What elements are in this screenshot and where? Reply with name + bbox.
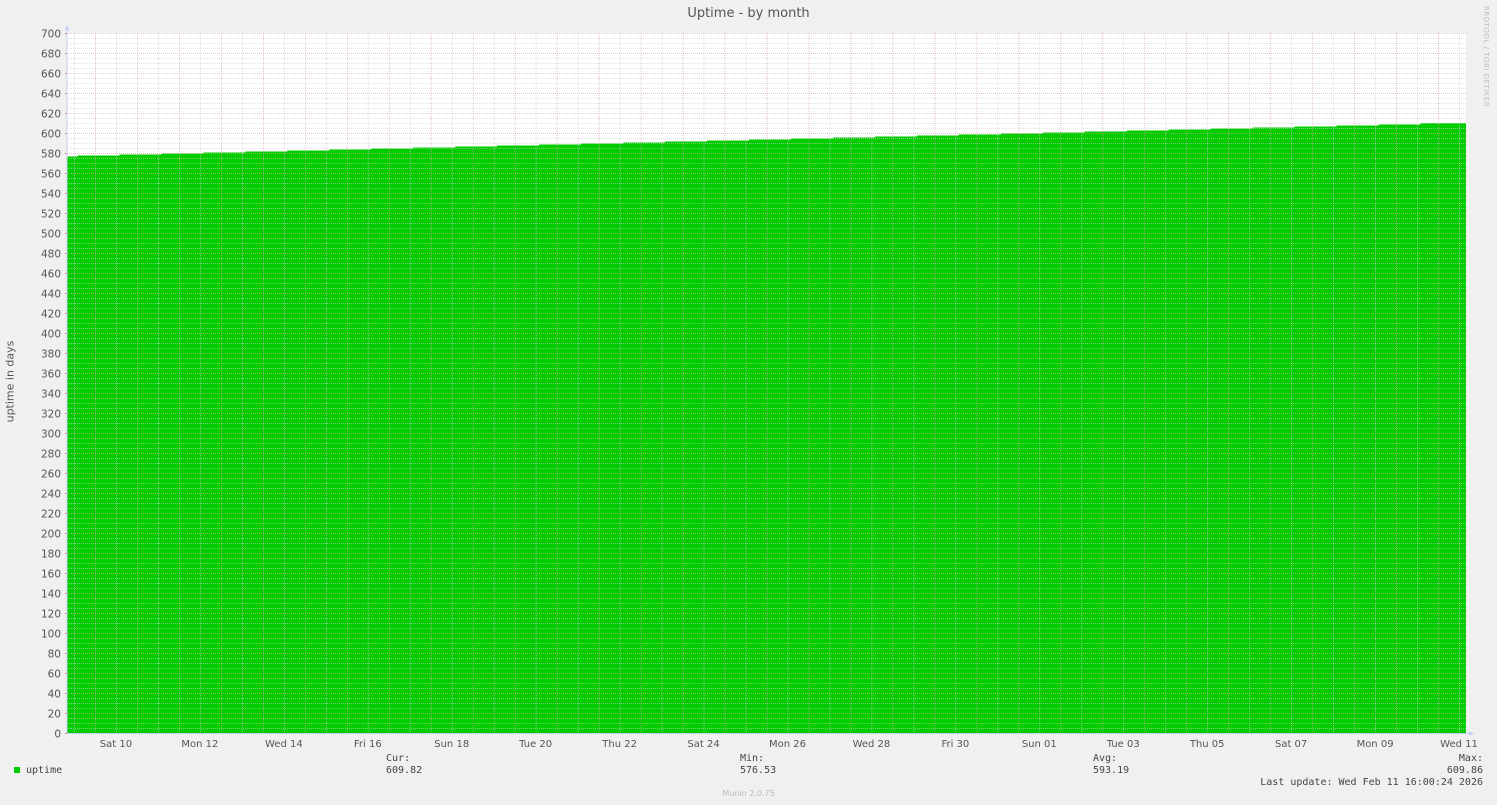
min-label: Min: [740, 753, 765, 764]
y-tick-label: 460 [41, 269, 61, 281]
y-tick-label: 40 [48, 689, 61, 701]
y-tick-label: 580 [41, 149, 61, 161]
y-tick-label: 440 [41, 289, 61, 301]
y-tick-label: 340 [41, 389, 61, 401]
y-tick-label: 200 [41, 529, 61, 541]
cur-value: 609.82 [386, 765, 423, 776]
x-tick-label: Mon 26 [769, 739, 806, 750]
y-tick-label: 560 [41, 169, 61, 181]
y-tick-label: 600 [41, 129, 61, 141]
max-value: 609.86 [1446, 765, 1483, 776]
y-tick-label: 380 [41, 349, 61, 361]
x-tick-label: Mon 09 [1357, 739, 1394, 750]
avg-label: Avg: [1093, 753, 1118, 764]
y-tick-label: 20 [48, 709, 61, 721]
y-tick-label: 500 [41, 229, 61, 241]
y-tick-label: 260 [41, 469, 61, 481]
y-tick-label: 120 [41, 609, 61, 621]
last-update: Last update: Wed Feb 11 16:00:24 2026 [1260, 777, 1483, 788]
y-tick-label: 220 [41, 509, 61, 521]
x-tick-label: Thu 05 [1189, 739, 1225, 750]
x-tick-label: Wed 11 [1440, 739, 1478, 750]
y-tick-label: 80 [48, 649, 61, 661]
x-tick-label: Sun 01 [1022, 739, 1057, 750]
y-tick-label: 620 [41, 109, 61, 121]
y-tick-label: 480 [41, 249, 61, 261]
y-tick-label: 100 [41, 629, 61, 641]
y-tick-label: 360 [41, 369, 61, 381]
y-tick-label: 700 [41, 29, 61, 41]
rrdtool-credit: RRDTOOL / TOBI OETIKER [1482, 6, 1490, 108]
max-label: Max: [1458, 753, 1483, 764]
x-tick-label: Tue 03 [1106, 739, 1140, 750]
y-tick-label: 540 [41, 189, 61, 201]
series-area-uptime [67, 123, 1466, 734]
y-axis-arrow [64, 25, 70, 30]
y-tick-label: 180 [41, 549, 61, 561]
munin-version: Munin 2.0.75 [722, 789, 775, 798]
x-tick-label: Thu 22 [601, 739, 637, 750]
y-tick-label: 420 [41, 309, 61, 321]
x-tick-label: Wed 14 [265, 739, 303, 750]
y-tick-label: 140 [41, 589, 61, 601]
legend-swatch-uptime [14, 767, 20, 773]
y-tick-label: 640 [41, 89, 61, 101]
y-tick-label: 300 [41, 429, 61, 441]
legend-series-label: uptime [26, 765, 63, 776]
x-tick-label: Sat 24 [687, 739, 719, 750]
y-tick-label: 520 [41, 209, 61, 221]
x-tick-label: Mon 12 [181, 739, 218, 750]
x-tick-label: Wed 28 [853, 739, 891, 750]
y-tick-label: 280 [41, 449, 61, 461]
cur-label: Cur: [386, 753, 411, 764]
y-tick-label: 240 [41, 489, 61, 501]
x-tick-label: Sun 18 [434, 739, 469, 750]
min-value: 576.53 [740, 765, 777, 776]
avg-value: 593.19 [1093, 765, 1130, 776]
chart-title: Uptime - by month [687, 6, 810, 21]
x-tick-label: Tue 20 [518, 739, 552, 750]
y-tick-label: 660 [41, 69, 61, 81]
y-tick-label: 680 [41, 49, 61, 61]
y-tick-label: 400 [41, 329, 61, 341]
y-tick-label: 320 [41, 409, 61, 421]
y-tick-label: 160 [41, 569, 61, 581]
x-tick-label: Fri 30 [941, 739, 969, 750]
x-tick-label: Sat 10 [100, 739, 132, 750]
x-tick-label: Sat 07 [1275, 739, 1307, 750]
x-axis-arrow [1469, 731, 1474, 736]
x-tick-label: Fri 16 [354, 739, 382, 750]
y-tick-label: 0 [54, 729, 61, 741]
y-tick-label: 60 [48, 669, 61, 681]
